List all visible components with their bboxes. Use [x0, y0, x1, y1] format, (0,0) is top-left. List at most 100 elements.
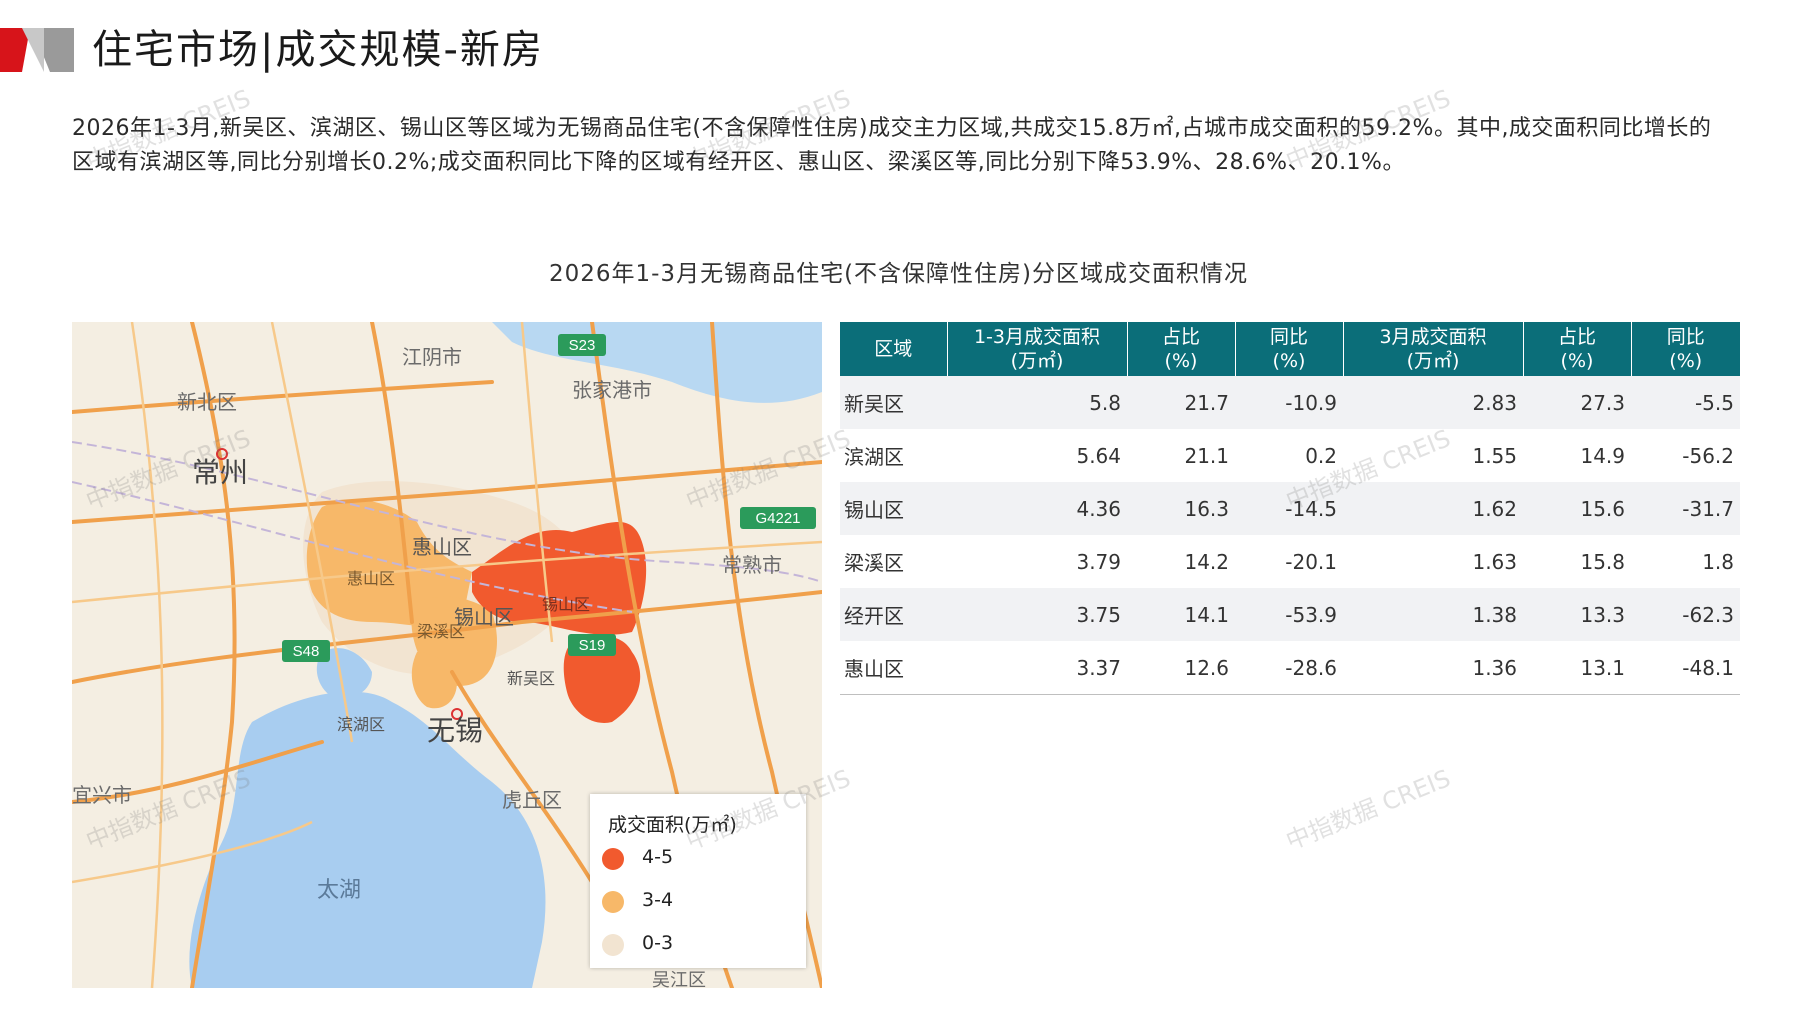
- intro-paragraph: 2026年1-3月,新吴区、滨湖区、锡山区等区域为无锡商品住宅(不含保障性住房)…: [72, 116, 1712, 175]
- cell-m-area: 2.83: [1343, 376, 1523, 429]
- header-region: 区域: [840, 322, 948, 376]
- map-legend: 成交面积(万㎡) 4-5 3-4 0-3: [590, 794, 806, 968]
- cell-m-yoy: -31.7: [1631, 482, 1740, 535]
- cell-q-share: 14.1: [1127, 588, 1235, 641]
- cell-region: 梁溪区: [840, 535, 947, 588]
- brand-logo-icon: [0, 28, 74, 72]
- cell-m-share: 13.1: [1523, 641, 1631, 695]
- watermark: 中指数据 CREIS: [1282, 764, 1455, 856]
- highway-shield-g4221: G4221: [740, 507, 816, 529]
- cell-m-area: 1.62: [1343, 482, 1523, 535]
- map-label-huishan-1: 惠山区: [412, 535, 472, 559]
- cell-m-yoy: 1.8: [1631, 535, 1740, 588]
- map-label-xishan: 锡山区: [542, 595, 590, 614]
- map-label-yixing: 宜兴市: [72, 783, 132, 807]
- map-label-binhu: 滨湖区: [337, 715, 385, 734]
- legend-label: 0-3: [642, 932, 674, 954]
- map-label-changzhou: 常州: [192, 456, 248, 489]
- cell-q-yoy: -14.5: [1235, 482, 1343, 535]
- header-q-area: 1-3月成交面积 (万㎡): [947, 322, 1128, 376]
- header-m-share: 占比 (%): [1523, 322, 1632, 376]
- highway-shield-s48: S48: [282, 640, 330, 662]
- header-m-area: 3月成交面积 (万㎡): [1343, 322, 1524, 376]
- table-row: 锡山区 4.36 16.3 -14.5 1.62 15.6 -31.7: [840, 482, 1740, 535]
- map-label-wujiang: 吴江区: [652, 970, 706, 988]
- label-s23: S23: [569, 337, 596, 354]
- cell-m-share: 15.6: [1523, 482, 1631, 535]
- cell-m-yoy: -62.3: [1631, 588, 1740, 641]
- map-label-huishan-2: 惠山区: [347, 569, 395, 588]
- map-label-taihu: 太湖: [317, 878, 361, 903]
- cell-region: 经开区: [840, 588, 947, 641]
- cell-q-area: 3.75: [947, 588, 1127, 641]
- legend-title: 成交面积(万㎡): [608, 814, 737, 836]
- map-label-jiangyin: 江阴市: [402, 345, 462, 369]
- map-canvas: S23 G4221 S48 S19 江阴市 张家港市 新北区 常州 惠山区 惠山…: [72, 322, 822, 988]
- cell-m-area: 1.36: [1343, 641, 1523, 695]
- cell-m-yoy: -56.2: [1631, 429, 1740, 482]
- map-label-xinbei: 新北区: [177, 390, 237, 414]
- map-label-changshu: 常熟市: [722, 553, 782, 577]
- cell-m-area: 1.55: [1343, 429, 1523, 482]
- label-g4221: G4221: [755, 510, 800, 527]
- table-header-row: 区域 1-3月成交面积 (万㎡) 占比 (%) 同比 (%) 3月成交面积 (万㎡) 占…: [840, 322, 1740, 376]
- table-row: 惠山区 3.37 12.6 -28.6 1.36 13.1 -48.1: [840, 641, 1740, 695]
- map-label-xishan-2: 锡山区: [454, 605, 514, 629]
- highway-shield-s23: S23: [558, 334, 606, 356]
- cell-q-share: 14.2: [1127, 535, 1235, 588]
- cell-q-area: 5.8: [947, 376, 1127, 429]
- map-label-liangxi: 梁溪区: [417, 622, 465, 641]
- table-row: 经开区 3.75 14.1 -53.9 1.38 13.3 -62.3: [840, 588, 1740, 641]
- district-map: S23 G4221 S48 S19 江阴市 张家港市 新北区 常州 惠山区 惠山…: [72, 322, 822, 988]
- cell-m-yoy: -48.1: [1631, 641, 1740, 695]
- map-label-zhangjiagang: 张家港市: [572, 378, 652, 402]
- cell-q-share: 12.6: [1127, 641, 1235, 695]
- cell-m-share: 14.9: [1523, 429, 1631, 482]
- cell-q-share: 16.3: [1127, 482, 1235, 535]
- legend-swatch-icon: [602, 934, 624, 956]
- cell-m-area: 1.38: [1343, 588, 1523, 641]
- table-row: 滨湖区 5.64 21.1 0.2 1.55 14.9 -56.2: [840, 429, 1740, 482]
- legend-swatch-icon: [602, 891, 624, 913]
- cell-q-yoy: -53.9: [1235, 588, 1343, 641]
- page-title: 住宅市场|成交规模-新房: [92, 27, 544, 73]
- cell-q-share: 21.1: [1127, 429, 1235, 482]
- table-row: 新吴区 5.8 21.7 -10.9 2.83 27.3 -5.5: [840, 376, 1740, 429]
- table-row: 梁溪区 3.79 14.2 -20.1 1.63 15.8 1.8: [840, 535, 1740, 588]
- header-q-yoy: 同比 (%): [1235, 322, 1344, 376]
- cell-region: 锡山区: [840, 482, 947, 535]
- map-label-wuxi: 无锡: [427, 714, 483, 747]
- legend-label: 3-4: [642, 889, 674, 911]
- header-m-yoy: 同比 (%): [1631, 322, 1740, 376]
- label-s48: S48: [293, 643, 320, 660]
- cell-q-yoy: -28.6: [1235, 641, 1343, 695]
- cell-m-area: 1.63: [1343, 535, 1523, 588]
- city-marker-icon: [451, 708, 463, 720]
- map-label-xinwu: 新吴区: [507, 669, 555, 688]
- cell-region: 滨湖区: [840, 429, 947, 482]
- cell-q-yoy: -20.1: [1235, 535, 1343, 588]
- map-label-huqiu: 虎丘区: [502, 788, 562, 812]
- legend-label: 4-5: [642, 846, 674, 868]
- cell-q-yoy: -10.9: [1235, 376, 1343, 429]
- header-q-share: 占比 (%): [1127, 322, 1236, 376]
- cell-q-area: 3.79: [947, 535, 1127, 588]
- chart-title: 2026年1-3月无锡商品住宅(不含保障性住房)分区域成交面积情况: [548, 261, 1249, 287]
- page-header: 住宅市场|成交规模-新房: [0, 22, 1797, 78]
- district-table: 区域 1-3月成交面积 (万㎡) 占比 (%) 同比 (%) 3月成交面积 (万㎡) 占…: [840, 322, 1740, 695]
- label-s19: S19: [579, 637, 606, 654]
- cell-q-share: 21.7: [1127, 376, 1235, 429]
- legend-swatch-icon: [602, 848, 624, 870]
- city-marker-icon: [216, 448, 228, 460]
- cell-m-yoy: -5.5: [1631, 376, 1740, 429]
- cell-m-share: 13.3: [1523, 588, 1631, 641]
- highway-shield-s19: S19: [568, 634, 616, 656]
- cell-region: 惠山区: [840, 641, 947, 695]
- cell-m-share: 27.3: [1523, 376, 1631, 429]
- cell-region: 新吴区: [840, 376, 947, 429]
- cell-m-share: 15.8: [1523, 535, 1631, 588]
- cell-q-area: 4.36: [947, 482, 1127, 535]
- cell-q-yoy: 0.2: [1235, 429, 1343, 482]
- cell-q-area: 5.64: [947, 429, 1127, 482]
- cell-q-area: 3.37: [947, 641, 1127, 695]
